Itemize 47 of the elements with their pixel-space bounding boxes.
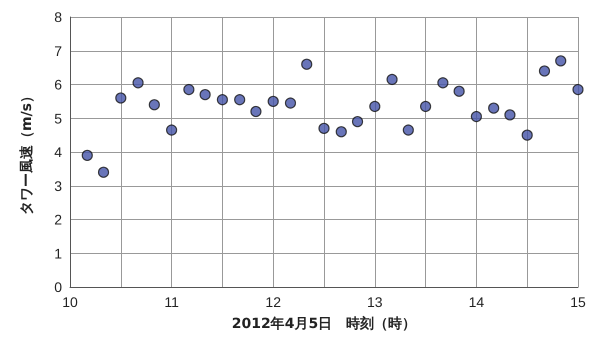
point bbox=[98, 166, 110, 178]
point bbox=[250, 106, 262, 118]
x-tick-label: 11 bbox=[164, 294, 180, 310]
point bbox=[234, 94, 246, 106]
point bbox=[538, 65, 550, 77]
x-tick-label: 15 bbox=[570, 294, 586, 310]
point bbox=[402, 124, 414, 136]
point bbox=[284, 97, 296, 109]
point bbox=[166, 124, 178, 136]
y-tick-label: 3 bbox=[54, 178, 62, 194]
point bbox=[132, 77, 144, 88]
y-tick-label: 5 bbox=[54, 110, 62, 126]
y-tick-label: 8 bbox=[54, 9, 62, 25]
x-tick-label: 13 bbox=[367, 294, 383, 310]
point bbox=[352, 116, 364, 128]
y-tick-label: 7 bbox=[54, 42, 62, 59]
point bbox=[268, 96, 279, 107]
point bbox=[200, 89, 211, 100]
x-tick-label: 10 bbox=[62, 294, 78, 310]
point bbox=[470, 110, 482, 122]
point bbox=[572, 84, 584, 96]
point bbox=[301, 58, 312, 70]
y-tick-label: 6 bbox=[54, 76, 62, 92]
y-axis-title: タワー風速（m/s） bbox=[19, 88, 35, 216]
point bbox=[216, 94, 228, 106]
point bbox=[437, 77, 448, 88]
point bbox=[183, 84, 194, 96]
point bbox=[522, 130, 533, 141]
x-tick-label: 14 bbox=[468, 294, 484, 310]
point bbox=[454, 86, 465, 97]
y-tick-label: 1 bbox=[54, 245, 62, 262]
point bbox=[504, 109, 516, 120]
y-tick-label: 0 bbox=[54, 279, 62, 295]
point bbox=[420, 100, 432, 112]
point bbox=[336, 126, 347, 138]
point bbox=[386, 74, 398, 86]
point bbox=[369, 100, 380, 112]
x-tick-label: 12 bbox=[265, 294, 282, 310]
y-tick-label: 4 bbox=[54, 144, 62, 160]
point bbox=[318, 122, 330, 134]
point bbox=[82, 150, 93, 161]
x-axis-title: 2012年4月5日 時刻（時） bbox=[232, 315, 416, 332]
y-tick-label: 2 bbox=[54, 212, 62, 228]
point bbox=[555, 55, 566, 66]
point bbox=[488, 102, 500, 114]
point bbox=[148, 99, 160, 110]
point bbox=[115, 92, 126, 104]
